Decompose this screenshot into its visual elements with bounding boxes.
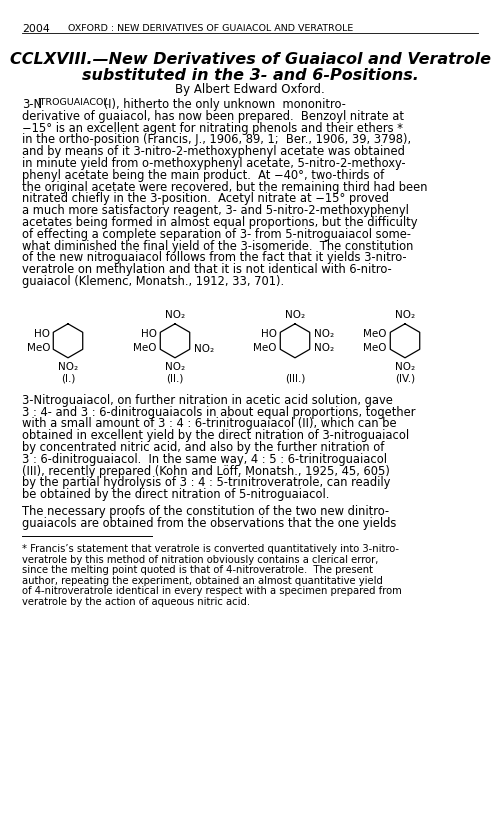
- Text: by concentrated nitric acid, and also by the further nitration of: by concentrated nitric acid, and also by…: [22, 441, 384, 454]
- Text: the original acetate were recovered, but the remaining third had been: the original acetate were recovered, but…: [22, 181, 428, 194]
- Text: MeO: MeO: [26, 343, 50, 353]
- Text: acetates being formed in almost equal proportions, but the difficulty: acetates being formed in almost equal pr…: [22, 216, 417, 229]
- Text: (I), hitherto the only unknown  mononitro-: (I), hitherto the only unknown mononitro…: [100, 98, 346, 111]
- Text: NO₂: NO₂: [285, 310, 305, 320]
- Text: in minute yield from o-methoxyphenyl acetate, 5-nitro-2-methoxy-: in minute yield from o-methoxyphenyl ace…: [22, 157, 406, 170]
- Text: 3 : 4- and 3 : 6-dinitroguaiacols in about equal proportions, together: 3 : 4- and 3 : 6-dinitroguaiacols in abo…: [22, 406, 415, 418]
- Text: (I.): (I.): [61, 374, 75, 384]
- Text: NO₂: NO₂: [58, 362, 78, 372]
- Text: OXFORD : NEW DERIVATIVES OF GUAIACOL AND VERATROLE: OXFORD : NEW DERIVATIVES OF GUAIACOL AND…: [68, 24, 353, 33]
- Text: with a small amount of 3 : 4 : 6-trinitroguaiacol (II), which can be: with a small amount of 3 : 4 : 6-trinitr…: [22, 417, 396, 431]
- Text: obtained in excellent yield by the direct nitration of 3-nitroguaiacol: obtained in excellent yield by the direc…: [22, 429, 409, 442]
- Text: derivative of guaiacol, has now been prepared.  Benzoyl nitrate at: derivative of guaiacol, has now been pre…: [22, 110, 404, 123]
- Text: guaiacol (Klemenc, Monatsh., 1912, 33, 701).: guaiacol (Klemenc, Monatsh., 1912, 33, 7…: [22, 275, 284, 288]
- Text: 2004: 2004: [22, 24, 50, 34]
- Text: NO₂: NO₂: [314, 343, 334, 353]
- Text: 3 : 6-dinitroguaiacol.  In the same way, 4 : 5 : 6-trinitroguaiacol: 3 : 6-dinitroguaiacol. In the same way, …: [22, 453, 387, 466]
- Text: −15° is an excellent agent for nitrating phenols and their ethers *: −15° is an excellent agent for nitrating…: [22, 121, 403, 134]
- Text: and by means of it 3-nitro-2-methoxyphenyl acetate was obtained: and by means of it 3-nitro-2-methoxyphen…: [22, 145, 405, 158]
- Text: NO₂: NO₂: [314, 329, 334, 339]
- Text: what diminished the final yield of the 3-isomeride.  The constitution: what diminished the final yield of the 3…: [22, 239, 413, 252]
- Text: NO₂: NO₂: [395, 362, 415, 372]
- Text: nitrated chiefly in the 3-position.  Acetyl nitrate at −15° proved: nitrated chiefly in the 3-position. Acet…: [22, 192, 389, 205]
- Text: HO: HO: [141, 329, 157, 339]
- Text: of effecting a complete separation of 3- from 5-nitroguaiacol some-: of effecting a complete separation of 3-…: [22, 228, 411, 241]
- Text: NO₂: NO₂: [395, 310, 415, 320]
- Text: since the melting point quoted is that of 4-nitroveratrole.  The present: since the melting point quoted is that o…: [22, 565, 373, 575]
- Text: by the partial hydrolysis of 3 : 4 : 5-trinitroveratrole, can readily: by the partial hydrolysis of 3 : 4 : 5-t…: [22, 476, 390, 489]
- Text: The necessary proofs of the constitution of the two new dinitro-: The necessary proofs of the constitution…: [22, 505, 389, 518]
- Text: phenyl acetate being the main product.  At −40°, two-thirds of: phenyl acetate being the main product. A…: [22, 169, 384, 182]
- Text: MeO: MeO: [134, 343, 157, 353]
- Text: * Francis’s statement that veratrole is converted quantitatively into 3-nitro-: * Francis’s statement that veratrole is …: [22, 544, 399, 554]
- Text: of the new nitroguaiacol follows from the fact that it yields 3-nitro-: of the new nitroguaiacol follows from th…: [22, 252, 406, 264]
- Text: 3-Nitroguaiacol, on further nitration in acetic acid solution, gave: 3-Nitroguaiacol, on further nitration in…: [22, 394, 393, 407]
- Text: MeO: MeO: [364, 329, 387, 339]
- Text: (III.): (III.): [285, 374, 305, 384]
- Text: By Albert Edward Oxford.: By Albert Edward Oxford.: [175, 83, 325, 96]
- Text: veratrole by this method of nitration obviously contains a clerical error,: veratrole by this method of nitration ob…: [22, 555, 378, 565]
- Text: NO₂: NO₂: [165, 362, 185, 372]
- Text: a much more satisfactory reagent, 3- and 5-nitro-2-methoxyphenyl: a much more satisfactory reagent, 3- and…: [22, 205, 409, 217]
- Text: HO: HO: [34, 329, 50, 339]
- Text: HO: HO: [261, 329, 277, 339]
- Text: author, repeating the experiment, obtained an almost quantitative yield: author, repeating the experiment, obtain…: [22, 576, 383, 586]
- Text: veratrole on methylation and that it is not identical with 6-nitro-: veratrole on methylation and that it is …: [22, 263, 392, 276]
- Text: (IV.): (IV.): [395, 374, 415, 384]
- Text: guaiacols are obtained from the observations that the one yields: guaiacols are obtained from the observat…: [22, 516, 396, 530]
- Text: MeO: MeO: [364, 343, 387, 353]
- Text: substituted in the 3- and 6-Positions.: substituted in the 3- and 6-Positions.: [82, 68, 418, 83]
- Text: NO₂: NO₂: [194, 344, 214, 354]
- Text: CCLXVIII.—New Derivatives of Guaiacol and Veratrole: CCLXVIII.—New Derivatives of Guaiacol an…: [10, 52, 490, 67]
- Text: be obtained by the direct nitration of 5-nitroguaiacol.: be obtained by the direct nitration of 5…: [22, 488, 330, 502]
- Text: (III), recently prepared (Kohn and Löff, Monatsh., 1925, 45, 605): (III), recently prepared (Kohn and Löff,…: [22, 464, 390, 478]
- Text: of 4-nitroveratrole identical in every respect with a specimen prepared from: of 4-nitroveratrole identical in every r…: [22, 587, 402, 596]
- Text: NO₂: NO₂: [165, 310, 185, 320]
- Text: 3-N: 3-N: [22, 98, 42, 111]
- Text: (II.): (II.): [166, 374, 184, 384]
- Text: MeO: MeO: [254, 343, 277, 353]
- Text: in the ortho-position (Francis, J., 1906, 89, 1;  Ber., 1906, 39, 3798),: in the ortho-position (Francis, J., 1906…: [22, 134, 411, 146]
- Text: veratrole by the action of aqueous nitric acid.: veratrole by the action of aqueous nitri…: [22, 596, 250, 607]
- Text: ITROGUAIACOL: ITROGUAIACOL: [37, 98, 109, 107]
